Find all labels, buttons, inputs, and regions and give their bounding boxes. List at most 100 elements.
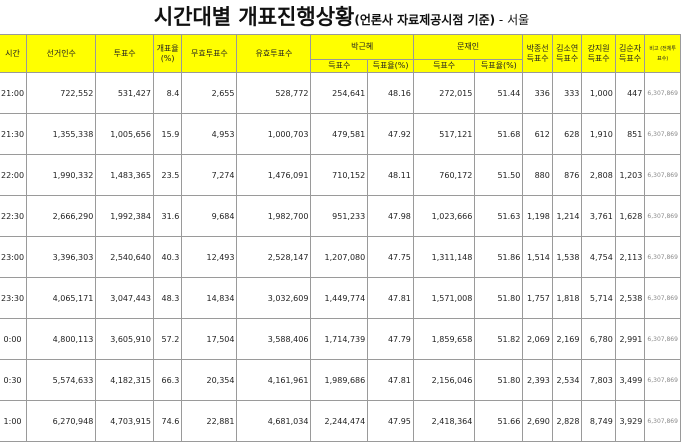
cell-c2: 1,538 [551, 236, 583, 278]
cell-moon-pct: 51.50 [474, 154, 524, 196]
cell-note: 6,307,869 [644, 72, 681, 114]
header-park-votes: 득표수 [310, 59, 369, 73]
header-time: 시간 [0, 34, 28, 73]
cell-moon-pct: 51.66 [474, 400, 524, 442]
cell-park: 254,641 [310, 72, 369, 114]
table-row: 23:30 4,065,171 3,047,443 48.3 14,834 3,032,6… [0, 277, 681, 319]
cell-park-pct: 48.16 [367, 72, 414, 114]
table-body: 21:00 722,552 531,427 8.4 2,655 528,772 254,64… [0, 72, 681, 442]
header-valid: 유효투표수 [236, 34, 312, 73]
cell-c4: 851 [614, 113, 646, 155]
table-row: 0:00 4,800,113 3,605,910 57.2 17,504 3,588,40… [0, 318, 681, 360]
cell-c2: 333 [551, 72, 583, 114]
cell-moon: 1,571,008 [412, 277, 476, 319]
cell-c4: 2,991 [614, 318, 646, 360]
cell-note: 6,307,869 [644, 154, 681, 196]
header-count-rate: 개표율 (%) [152, 34, 183, 73]
cell-c2: 1,818 [551, 277, 583, 319]
cell-valid: 1,982,700 [236, 195, 312, 237]
cell-moon: 1,023,666 [412, 195, 476, 237]
cell-c2: 2,169 [551, 318, 583, 360]
cell-c4: 447 [614, 72, 646, 114]
cell-c1: 2,393 [522, 359, 553, 401]
cell-votes: 3,605,910 [95, 318, 154, 360]
cell-c3: 6,780 [581, 318, 616, 360]
header-electorate: 선거인수 [26, 34, 97, 73]
cell-park-pct: 48.11 [367, 154, 414, 196]
cell-moon: 2,418,364 [412, 400, 476, 442]
cell-park: 951,233 [310, 195, 369, 237]
cell-park-pct: 47.92 [367, 113, 414, 155]
cell-rate: 15.9 [152, 113, 183, 155]
header-candidate-3: 강지원 득표수 [581, 34, 616, 73]
cell-electorate: 722,552 [26, 72, 97, 114]
cell-valid: 1,000,703 [236, 113, 312, 155]
cell-c4: 2,538 [614, 277, 646, 319]
header-votes: 투표수 [95, 34, 154, 73]
cell-rate: 48.3 [152, 277, 183, 319]
cell-note: 6,307,869 [644, 277, 681, 319]
cell-time: 21:00 [0, 72, 28, 114]
cell-park: 479,581 [310, 113, 369, 155]
title-main: 시간대별 개표진행상황 [153, 5, 355, 29]
cell-park: 2,244,474 [310, 400, 369, 442]
cell-time: 23:30 [0, 277, 28, 319]
cell-moon-pct: 51.63 [474, 195, 524, 237]
cell-rate: 74.6 [152, 400, 183, 442]
cell-invalid: 12,493 [181, 236, 238, 278]
cell-invalid: 22,881 [181, 400, 238, 442]
cell-c3: 8,749 [581, 400, 616, 442]
cell-valid: 3,032,609 [236, 277, 312, 319]
header-candidate-1: 박종선 득표수 [522, 34, 553, 73]
cell-valid: 528,772 [236, 72, 312, 114]
cell-electorate: 5,574,633 [26, 359, 97, 401]
header-candidate-moon: 문재인 [412, 34, 524, 60]
cell-c3: 3,761 [581, 195, 616, 237]
cell-votes: 4,703,915 [95, 400, 154, 442]
cell-rate: 8.4 [152, 72, 183, 114]
cell-c4: 1,628 [614, 195, 646, 237]
header-candidate-2: 김소연 득표수 [551, 34, 583, 73]
cell-c1: 2,690 [522, 400, 553, 442]
cell-moon: 1,311,148 [412, 236, 476, 278]
cell-c4: 3,499 [614, 359, 646, 401]
cell-time: 0:30 [0, 359, 28, 401]
header-park-rate: 득표율(%) [367, 59, 414, 73]
cell-park: 1,989,686 [310, 359, 369, 401]
cell-invalid: 2,655 [181, 72, 238, 114]
cell-invalid: 9,684 [181, 195, 238, 237]
cell-electorate: 6,270,948 [26, 400, 97, 442]
cell-electorate: 3,396,303 [26, 236, 97, 278]
cell-time: 1:00 [0, 400, 28, 442]
cell-park-pct: 47.81 [367, 277, 414, 319]
cell-valid: 3,588,406 [236, 318, 312, 360]
cell-c3: 2,808 [581, 154, 616, 196]
cell-c1: 612 [522, 113, 553, 155]
cell-moon: 760,172 [412, 154, 476, 196]
cell-note: 6,307,869 [644, 400, 681, 442]
title-paren: (언론사 자료제공시점 기준) [354, 13, 496, 27]
table-row: 22:30 2,666,290 1,992,384 31.6 9,684 1,982,70… [0, 195, 681, 237]
cell-time: 21:30 [0, 113, 28, 155]
cell-rate: 57.2 [152, 318, 183, 360]
results-table: 시간 선거인수 투표수 개표율 (%) 무효투표수 유효투표수 박근혜 문재인 … [0, 34, 681, 442]
cell-park-pct: 47.81 [367, 359, 414, 401]
cell-c4: 3,929 [614, 400, 646, 442]
cell-c3: 4,754 [581, 236, 616, 278]
cell-c3: 1,000 [581, 72, 616, 114]
cell-moon-pct: 51.44 [474, 72, 524, 114]
cell-c3: 7,803 [581, 359, 616, 401]
cell-rate: 31.6 [152, 195, 183, 237]
cell-electorate: 1,355,338 [26, 113, 97, 155]
cell-park-pct: 47.95 [367, 400, 414, 442]
cell-park: 710,152 [310, 154, 369, 196]
cell-moon-pct: 51.82 [474, 318, 524, 360]
cell-valid: 2,528,147 [236, 236, 312, 278]
cell-votes: 1,992,384 [95, 195, 154, 237]
title-region: - 서울 [495, 13, 530, 27]
cell-c4: 2,113 [614, 236, 646, 278]
cell-valid: 1,476,091 [236, 154, 312, 196]
header-moon-rate: 득표율(%) [474, 59, 524, 73]
cell-votes: 531,427 [95, 72, 154, 114]
cell-c1: 1,514 [522, 236, 553, 278]
